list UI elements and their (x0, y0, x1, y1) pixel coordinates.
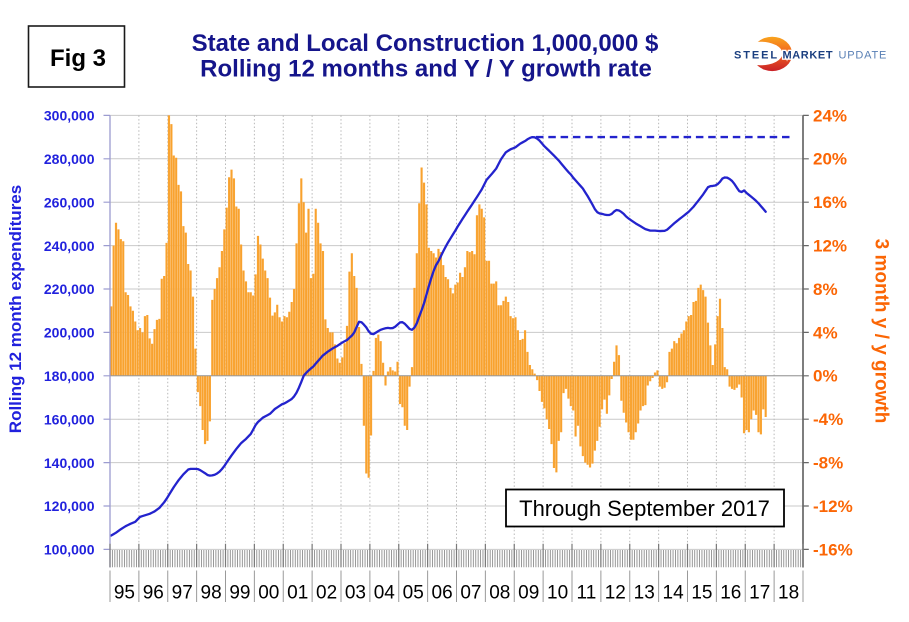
svg-text:Rolling 12 months and Y / Y gr: Rolling 12 months and Y / Y growth rate (200, 56, 652, 83)
svg-text:95: 95 (114, 583, 135, 604)
svg-text:300,000: 300,000 (44, 108, 95, 124)
svg-text:0%: 0% (813, 367, 838, 386)
svg-text:96: 96 (143, 583, 164, 604)
svg-text:17: 17 (749, 583, 770, 604)
svg-text:4%: 4% (813, 323, 838, 342)
svg-text:05: 05 (403, 583, 424, 604)
svg-text:Rolling 12 month expenditures: Rolling 12 month expenditures (6, 185, 25, 433)
svg-text:280,000: 280,000 (44, 151, 95, 167)
svg-text:20%: 20% (813, 150, 847, 169)
svg-text:02: 02 (316, 583, 337, 604)
svg-text:State and Local Construction 1: State and Local Construction 1,000,000 $ (192, 30, 659, 57)
svg-text:8%: 8% (813, 280, 838, 299)
svg-text:Through September 2017: Through September 2017 (519, 496, 770, 521)
svg-text:13: 13 (634, 583, 655, 604)
svg-text:-4%: -4% (813, 410, 843, 429)
svg-text:16: 16 (720, 583, 741, 604)
svg-text:12: 12 (605, 583, 626, 604)
svg-text:08: 08 (489, 583, 510, 604)
svg-text:14: 14 (663, 583, 685, 604)
svg-text:200,000: 200,000 (44, 325, 95, 341)
svg-text:MARKET: MARKET (783, 50, 834, 62)
svg-text:120,000: 120,000 (44, 498, 95, 514)
svg-text:99: 99 (229, 583, 250, 604)
svg-text:240,000: 240,000 (44, 238, 95, 254)
svg-text:03: 03 (345, 583, 366, 604)
svg-text:-8%: -8% (813, 454, 843, 473)
svg-text:01: 01 (287, 583, 308, 604)
svg-text:260,000: 260,000 (44, 194, 95, 210)
svg-text:15: 15 (691, 583, 712, 604)
svg-text:180,000: 180,000 (44, 368, 95, 384)
svg-text:STEEL: STEEL (734, 50, 779, 62)
svg-text:140,000: 140,000 (44, 455, 95, 471)
svg-text:160,000: 160,000 (44, 411, 95, 427)
svg-text:220,000: 220,000 (44, 281, 95, 297)
svg-text:16%: 16% (813, 193, 847, 212)
svg-text:100,000: 100,000 (44, 542, 95, 558)
svg-text:07: 07 (460, 583, 481, 604)
svg-text:00: 00 (258, 583, 279, 604)
svg-text:10: 10 (547, 583, 568, 604)
svg-text:24%: 24% (813, 106, 847, 125)
svg-text:09: 09 (518, 583, 539, 604)
svg-text:12%: 12% (813, 237, 847, 256)
svg-text:-12%: -12% (813, 497, 853, 516)
svg-text:Fig 3: Fig 3 (50, 45, 106, 72)
svg-text:-16%: -16% (813, 540, 853, 559)
svg-text:04: 04 (374, 583, 396, 604)
svg-text:UPDATE: UPDATE (839, 50, 888, 62)
svg-text:97: 97 (172, 583, 193, 604)
svg-text:18: 18 (778, 583, 799, 604)
svg-text:3 month y / y growth: 3 month y / y growth (871, 239, 892, 424)
svg-text:98: 98 (201, 583, 222, 604)
svg-text:11: 11 (577, 583, 597, 604)
svg-text:06: 06 (432, 583, 453, 604)
